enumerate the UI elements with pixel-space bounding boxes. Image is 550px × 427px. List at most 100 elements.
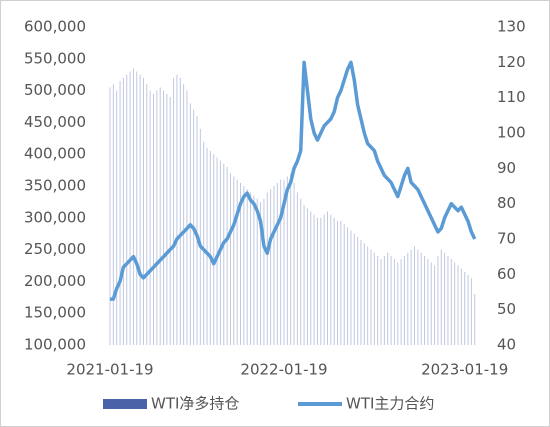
- bar: [260, 201, 262, 345]
- y-tick-label: 250,000: [24, 240, 86, 258]
- bar: [467, 275, 469, 345]
- y2-tick-label: 110: [497, 88, 526, 106]
- y2-tick-label: 90: [497, 159, 516, 177]
- bar: [327, 211, 328, 345]
- bar: [450, 259, 452, 345]
- bar: [330, 214, 332, 345]
- bar: [293, 182, 295, 345]
- bar: [136, 71, 138, 346]
- y-tick-label: 400,000: [24, 145, 86, 163]
- y2-tick-label: 70: [497, 230, 516, 248]
- bar: [343, 224, 345, 345]
- bar: [246, 189, 248, 345]
- y-tick-label: 200,000: [24, 272, 86, 290]
- bar: [203, 141, 205, 345]
- y-tick-label: 450,000: [24, 113, 86, 131]
- x-tick-label: 2021-01-19: [66, 361, 153, 379]
- bar: [146, 84, 148, 346]
- bar: [116, 90, 118, 345]
- bar: [380, 259, 382, 345]
- bar: [303, 205, 305, 345]
- bar: [290, 173, 292, 345]
- bar: [347, 227, 349, 345]
- bar: [393, 259, 395, 345]
- bar: [383, 255, 385, 345]
- y2-tick-label: 100: [497, 124, 526, 142]
- y2-tick-label: 80: [497, 194, 516, 212]
- y-tick-label: 500,000: [24, 81, 86, 99]
- bar: [176, 74, 178, 345]
- bar: [373, 252, 375, 345]
- line: [110, 60, 477, 301]
- bar: [273, 186, 275, 345]
- bar: [457, 265, 459, 345]
- bar: [370, 249, 372, 345]
- bar: [112, 84, 114, 346]
- bar: [454, 262, 456, 345]
- bar: [447, 255, 449, 345]
- x-tick-label: 2023-01-19: [421, 361, 508, 379]
- bar: [149, 90, 151, 345]
- bar: [233, 176, 235, 345]
- bar: [266, 192, 268, 345]
- bar: [169, 96, 171, 346]
- bar: [186, 90, 188, 345]
- bar: [276, 182, 278, 345]
- y-tick-label: 550,000: [24, 49, 86, 67]
- bar: [122, 77, 124, 345]
- bar: [129, 71, 131, 346]
- bar: [410, 249, 412, 345]
- bar: [139, 74, 141, 345]
- bar: [229, 173, 231, 345]
- bar: [427, 259, 429, 345]
- bar: [460, 268, 462, 345]
- bar: [300, 198, 302, 345]
- bar: [173, 77, 175, 345]
- bar: [119, 81, 121, 345]
- bar: [226, 166, 228, 345]
- bar: [437, 255, 439, 345]
- bar: [417, 249, 419, 345]
- bar: [142, 77, 144, 345]
- y2-tick-label: 60: [497, 265, 516, 283]
- bar: [350, 230, 352, 345]
- bar: [444, 252, 446, 345]
- bar: [464, 271, 466, 345]
- bar: [153, 93, 154, 345]
- bar: [357, 236, 359, 345]
- legend-swatch: [103, 399, 147, 409]
- bar: [306, 208, 308, 345]
- bar: [250, 192, 252, 345]
- bar: [363, 243, 365, 345]
- bar: [353, 233, 355, 345]
- bar: [126, 74, 128, 345]
- bar: [470, 278, 472, 345]
- bar: [183, 84, 185, 346]
- bar: [360, 240, 362, 345]
- bar: [206, 147, 208, 345]
- bar: [440, 249, 442, 345]
- bar: [159, 87, 161, 346]
- bar: [216, 157, 218, 345]
- bar: [270, 189, 272, 345]
- bar: [424, 255, 426, 345]
- bar: [223, 163, 225, 345]
- y-tick-label: 600,000: [24, 18, 86, 36]
- bar: [320, 217, 322, 345]
- bar: [340, 220, 342, 345]
- bar: [132, 68, 134, 345]
- bar: [253, 195, 255, 345]
- bar: [397, 262, 399, 345]
- y2-tick-label: 50: [497, 300, 516, 318]
- bar: [243, 186, 245, 345]
- bar: [256, 198, 258, 345]
- bar: [420, 252, 422, 345]
- y2-tick-label: 40: [497, 336, 516, 354]
- bar: [236, 179, 238, 345]
- bar: [109, 87, 111, 346]
- bar: [163, 90, 165, 345]
- bar: [199, 128, 201, 345]
